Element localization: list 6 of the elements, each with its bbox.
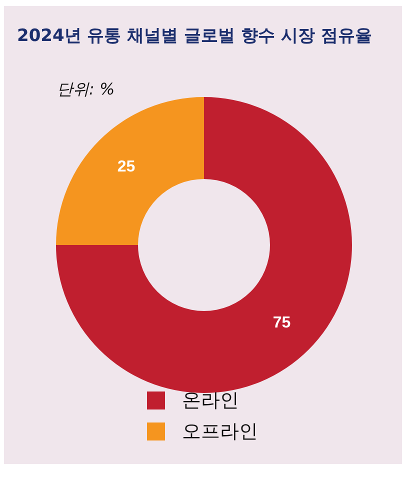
- chart-subtitle: 단위: %: [57, 80, 115, 98]
- legend-label: 온라인: [182, 390, 239, 412]
- chart-title: 2024년 유통 채널별 글로벌 향수 시장 점유율: [17, 26, 372, 46]
- data-label: 25: [117, 158, 136, 176]
- data-label: 75: [272, 314, 291, 332]
- legend-label: 오프라인: [182, 420, 258, 442]
